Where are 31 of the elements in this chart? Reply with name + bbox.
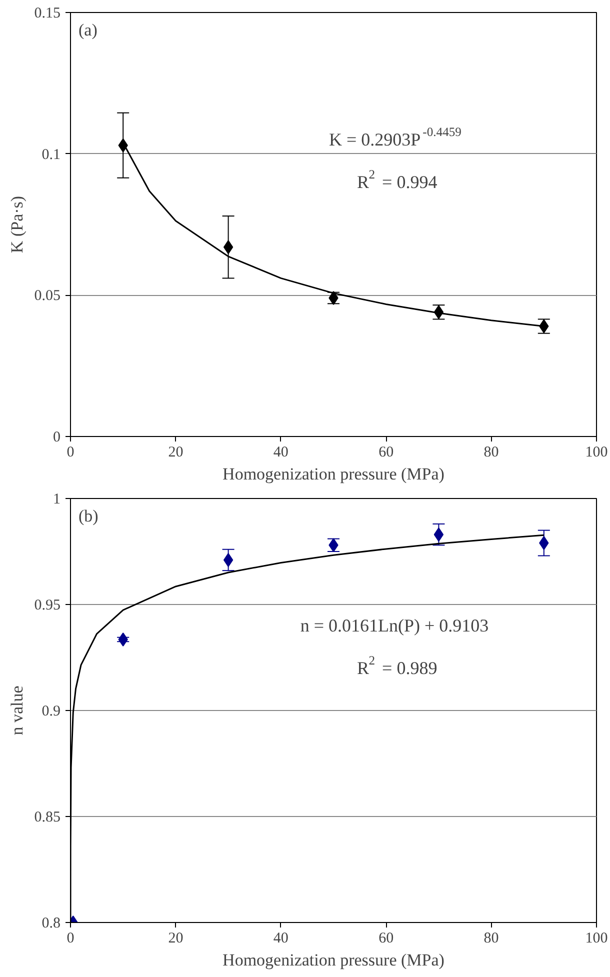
x-tick-label: 80 [484, 444, 499, 460]
x-tick-label: 0 [66, 930, 74, 946]
y-tick-label: 1 [53, 492, 60, 508]
annotation: n = 0.0161Ln(P) + 0.9103 [300, 616, 489, 636]
y-tick-label: 0.85 [34, 810, 60, 826]
y-axis-title: K (Pa·s) [7, 196, 26, 254]
x-tick-label: 0 [66, 444, 74, 460]
x-tick-label: 60 [378, 444, 394, 460]
point [223, 240, 234, 254]
point [223, 552, 234, 567]
x-axis-title: Homogenization pressure (MPa) [222, 464, 444, 484]
y-axis-title: n value [7, 686, 26, 736]
x-tick-label: 100 [585, 930, 608, 946]
x-tick-label: 60 [378, 930, 394, 946]
x-tick-label: 20 [168, 444, 184, 460]
y-tick-label: 0.8 [42, 916, 60, 932]
x-axis-title: Homogenization pressure (MPa) [222, 950, 444, 970]
y-tick-label: 0.15 [34, 6, 60, 22]
x-tick-label: 80 [484, 930, 499, 946]
y-tick-label: 0.05 [34, 288, 60, 304]
y-tick-label: 0.9 [42, 704, 60, 720]
x-tick-label: 100 [585, 444, 608, 460]
y-tick-label: 0.95 [34, 598, 60, 614]
y-tick-label: 0.1 [42, 146, 60, 163]
x-tick-label: 40 [273, 444, 288, 460]
annotation: (a) [78, 20, 98, 40]
annotation: (b) [78, 506, 98, 526]
x-tick-label: 20 [168, 930, 184, 946]
y-tick-label: 0 [53, 430, 60, 446]
x-tick-label: 40 [273, 930, 288, 946]
point [434, 528, 444, 542]
